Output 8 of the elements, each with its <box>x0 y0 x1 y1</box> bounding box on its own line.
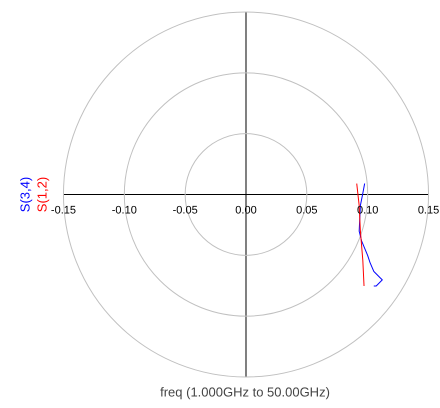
text: freq (1.000GHz to 50.00GHz) <box>160 384 330 400</box>
x-tick-label: -0.15 <box>50 204 76 216</box>
x-tick-label: -0.10 <box>112 204 137 216</box>
x-tick-label: 0.15 <box>418 204 440 216</box>
text: S(1,2) <box>34 176 50 212</box>
x-tick-label: -0.05 <box>172 204 198 216</box>
x-tick-label: 0.05 <box>296 204 318 216</box>
text: S(3,4) <box>18 176 32 212</box>
